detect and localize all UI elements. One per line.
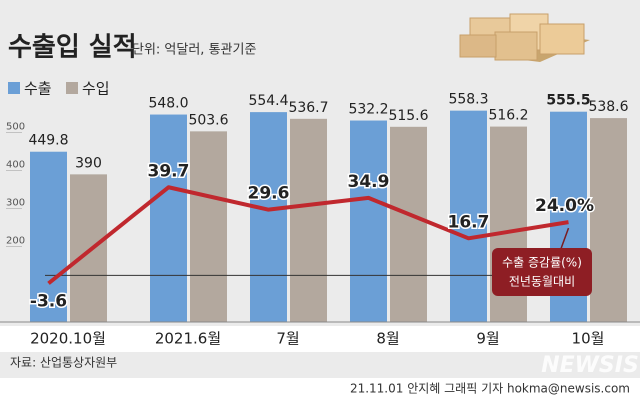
bar-value-label: 449.8 (28, 133, 68, 149)
bar (450, 110, 487, 322)
bar-value-label: 538.6 (588, 99, 628, 115)
boxes-illustration (459, 13, 590, 62)
y-tick-label: 200 (6, 235, 25, 246)
annotation-leader (559, 227, 570, 251)
footer-band (0, 378, 640, 400)
bar (30, 151, 67, 322)
annotation-title: 수출 증감률(%) (502, 256, 582, 270)
line (47, 185, 569, 285)
x-tick-label: 2020.10월 (30, 330, 106, 348)
x-tick-label: 2021.6월 (155, 330, 221, 348)
bar (590, 118, 627, 322)
bar-value-label: 548.0 (148, 96, 188, 112)
bar (290, 118, 327, 323)
x-tick-label: 9월 (476, 330, 499, 348)
bar-value-label: 503.6 (188, 112, 228, 128)
source: 자료: 산업통상자원부 (10, 356, 117, 370)
bar (350, 120, 387, 322)
legend-swatch (8, 82, 20, 94)
x-axis-band (0, 326, 640, 352)
x-tick-label: 8월 (376, 330, 399, 348)
bar-value-label: 555.5 (546, 93, 590, 109)
bar-value-label: 554.4 (248, 93, 288, 109)
bar (250, 112, 287, 323)
line-value-label: -3.6 (30, 291, 67, 311)
bar (150, 114, 187, 323)
legend-label: 수출 (24, 80, 52, 98)
annotation-box (492, 248, 592, 296)
legend-label: 수입 (82, 80, 110, 98)
line-value-label: 34.9 (348, 172, 390, 192)
bar (390, 126, 427, 323)
y-tick-label: 400 (6, 160, 25, 171)
line-value-label: 16.7 (448, 212, 490, 232)
watermark: NEWSIS (541, 353, 639, 378)
chart-title: 수출입 실적 (8, 33, 137, 63)
legend-swatch (66, 82, 78, 94)
bar (190, 131, 227, 322)
x-tick-label: 10월 (572, 330, 605, 348)
line-value-label: 24.0% (535, 196, 594, 216)
bar-value-label: 536.7 (288, 100, 328, 116)
chart-subtitle: 단위: 억달러, 통관기준 (132, 43, 256, 58)
y-tick-label: 500 (6, 122, 25, 133)
line-value-label: 39.7 (148, 161, 190, 181)
bar-value-label: 532.2 (348, 102, 388, 118)
bar (70, 174, 107, 322)
line-value-label: 29.6 (248, 184, 290, 204)
y-tick-label: 300 (6, 197, 25, 208)
bar-value-label: 516.2 (488, 108, 528, 124)
annotation-text: 전년동월대비 (509, 275, 575, 289)
bar-value-label: 390 (75, 155, 102, 171)
credit: 21.11.01 안지혜 그래픽 기자 hokma@newsis.com (350, 382, 630, 396)
x-tick-label: 7월 (276, 330, 299, 348)
bar-value-label: 558.3 (448, 92, 488, 108)
bar-value-label: 515.6 (388, 108, 428, 124)
